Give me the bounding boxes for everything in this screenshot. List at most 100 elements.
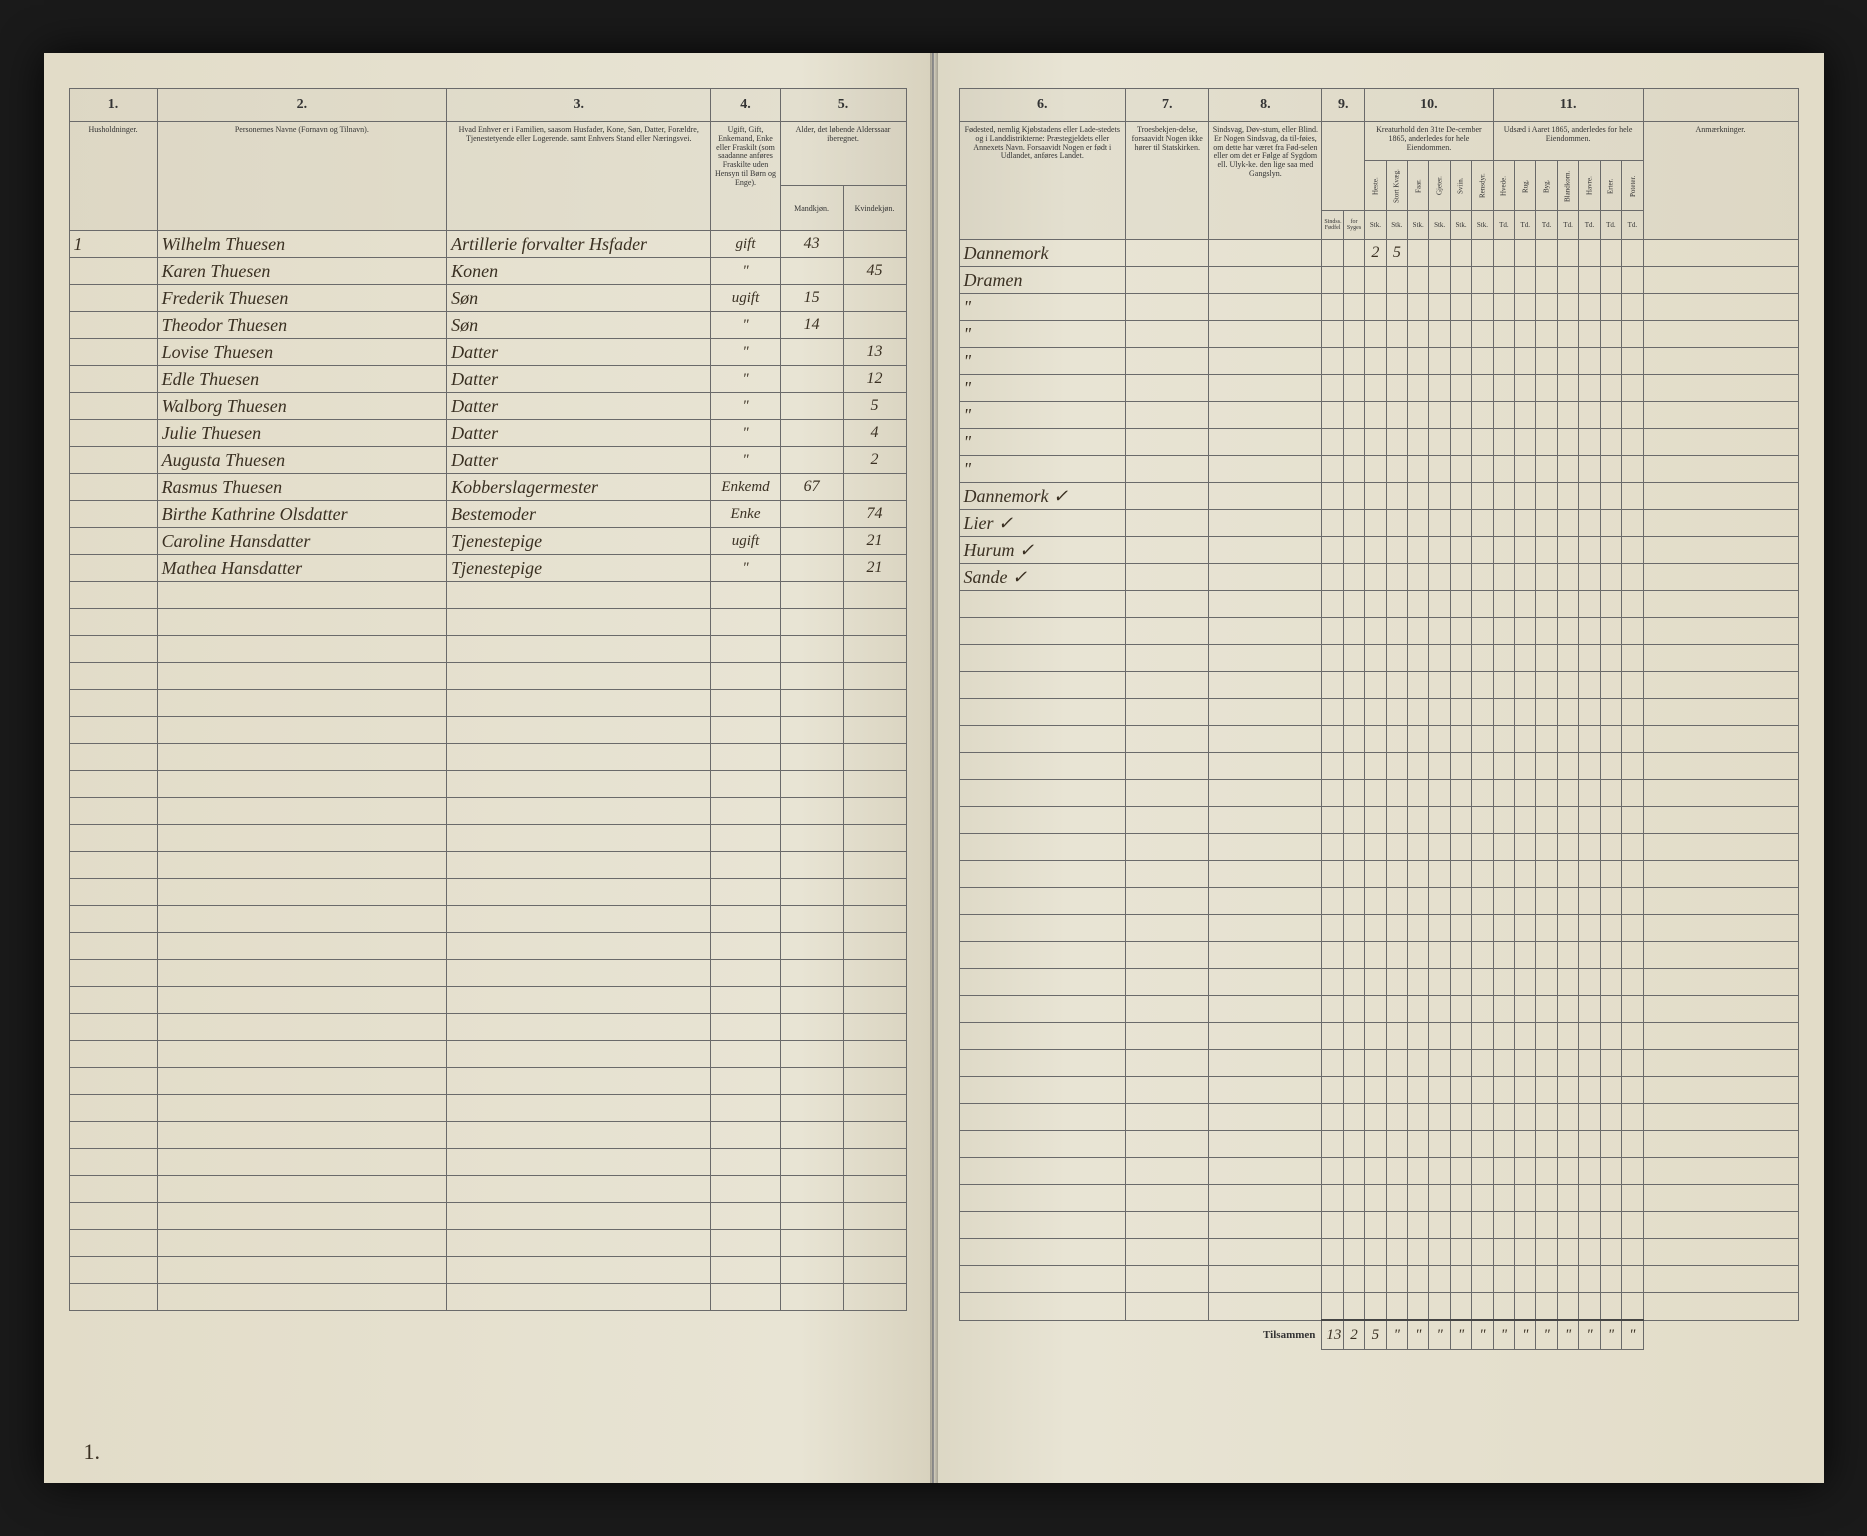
sowing-1 xyxy=(1515,780,1536,807)
table-row xyxy=(69,1230,906,1257)
livestock-3 xyxy=(1429,861,1450,888)
sowing-1 xyxy=(1515,672,1536,699)
header-male: Mandkjøn. xyxy=(780,186,843,231)
livestock-5 xyxy=(1472,645,1493,672)
person-name: Theodor Thuesen xyxy=(157,312,446,339)
unit-2: Stk. xyxy=(1408,211,1429,240)
table-row xyxy=(959,1212,1798,1239)
c9-0 xyxy=(1322,1050,1343,1077)
c9-1 xyxy=(1343,267,1364,294)
sowing-2 xyxy=(1536,996,1557,1023)
household-num xyxy=(69,771,157,798)
sowing-6 xyxy=(1622,996,1644,1023)
sowing-2 xyxy=(1536,1131,1557,1158)
relation: Datter xyxy=(447,393,711,420)
person-name xyxy=(157,933,446,960)
age-female xyxy=(843,1095,906,1122)
disability xyxy=(1209,537,1322,564)
sowing-4 xyxy=(1579,888,1600,915)
sowing-3 xyxy=(1557,564,1578,591)
age-female xyxy=(843,906,906,933)
relation: Datter xyxy=(447,447,711,474)
sowing-4 xyxy=(1579,861,1600,888)
person-name xyxy=(157,987,446,1014)
livestock-0 xyxy=(1365,915,1386,942)
sowing-3 xyxy=(1557,375,1578,402)
c9-1 xyxy=(1343,861,1364,888)
livestock-4 xyxy=(1450,915,1471,942)
marital-status xyxy=(711,663,780,690)
sowing-2 xyxy=(1536,402,1557,429)
relation xyxy=(447,798,711,825)
marital-status xyxy=(711,987,780,1014)
person-name xyxy=(157,1041,446,1068)
table-row xyxy=(959,726,1798,753)
person-name xyxy=(157,1014,446,1041)
sowing-1 xyxy=(1515,240,1536,267)
birthplace xyxy=(959,1185,1126,1212)
c9-0 xyxy=(1322,645,1343,672)
age-female xyxy=(843,987,906,1014)
age-female xyxy=(843,285,906,312)
relation: Tjenestepige xyxy=(447,528,711,555)
faith xyxy=(1126,1104,1209,1131)
remarks xyxy=(1643,402,1798,429)
table-row xyxy=(69,744,906,771)
table-row: " xyxy=(959,294,1798,321)
birthplace xyxy=(959,780,1126,807)
remarks xyxy=(1643,510,1798,537)
livestock-4 xyxy=(1450,240,1471,267)
relation xyxy=(447,1149,711,1176)
c9-0 xyxy=(1322,429,1343,456)
marital-status: Enke xyxy=(711,501,780,528)
person-name xyxy=(157,798,446,825)
disability xyxy=(1209,1104,1322,1131)
c9-1 xyxy=(1343,1023,1364,1050)
livestock-3 xyxy=(1429,1077,1450,1104)
sowing-5 xyxy=(1600,645,1621,672)
sowing-2 xyxy=(1536,807,1557,834)
marital-status xyxy=(711,609,780,636)
sowing-1 xyxy=(1515,699,1536,726)
livestock-4 xyxy=(1450,672,1471,699)
sowing-1 xyxy=(1515,726,1536,753)
livestock-3 xyxy=(1429,1185,1450,1212)
livestock-5 xyxy=(1472,1050,1493,1077)
table-row xyxy=(69,1203,906,1230)
livestock-0 xyxy=(1365,564,1386,591)
age-male xyxy=(780,555,843,582)
sowing-6 xyxy=(1622,888,1644,915)
sowing-4 xyxy=(1579,1266,1600,1293)
household-num xyxy=(69,393,157,420)
disability xyxy=(1209,1077,1322,1104)
sowing-0 xyxy=(1493,375,1514,402)
disability xyxy=(1209,1293,1322,1321)
livestock-2 xyxy=(1408,726,1429,753)
table-row xyxy=(69,582,906,609)
table-row: Julie ThuesenDatter"4 xyxy=(69,420,906,447)
livestock-0 xyxy=(1365,807,1386,834)
sowing-5 xyxy=(1600,375,1621,402)
livestock-4 xyxy=(1450,753,1471,780)
sowing-2 xyxy=(1536,1158,1557,1185)
sowing-1 xyxy=(1515,348,1536,375)
livestock-0 xyxy=(1365,321,1386,348)
age-female: 13 xyxy=(843,339,906,366)
livestock-4 xyxy=(1450,591,1471,618)
c9-0 xyxy=(1322,1077,1343,1104)
sowing-6 xyxy=(1622,618,1644,645)
relation xyxy=(447,1041,711,1068)
household-num xyxy=(69,501,157,528)
sowing-1 xyxy=(1515,1131,1536,1158)
c9-0 xyxy=(1322,618,1343,645)
sowing-2 xyxy=(1536,321,1557,348)
disability xyxy=(1209,1266,1322,1293)
sowing-0 xyxy=(1493,753,1514,780)
sowing-3 xyxy=(1557,267,1578,294)
livestock-4 xyxy=(1450,645,1471,672)
livestock-4 xyxy=(1450,1185,1471,1212)
age-male xyxy=(780,906,843,933)
sub9-0: Sindss. Fødfel xyxy=(1322,211,1343,240)
totals-row: Tilsammen1325"""""""""""" xyxy=(959,1320,1798,1350)
c9-0 xyxy=(1322,294,1343,321)
